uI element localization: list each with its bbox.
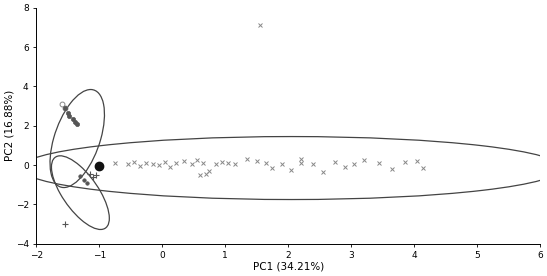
X-axis label: PC1 (34.21%): PC1 (34.21%) <box>253 262 324 272</box>
Y-axis label: PC2 (16.88%): PC2 (16.88%) <box>4 90 14 161</box>
